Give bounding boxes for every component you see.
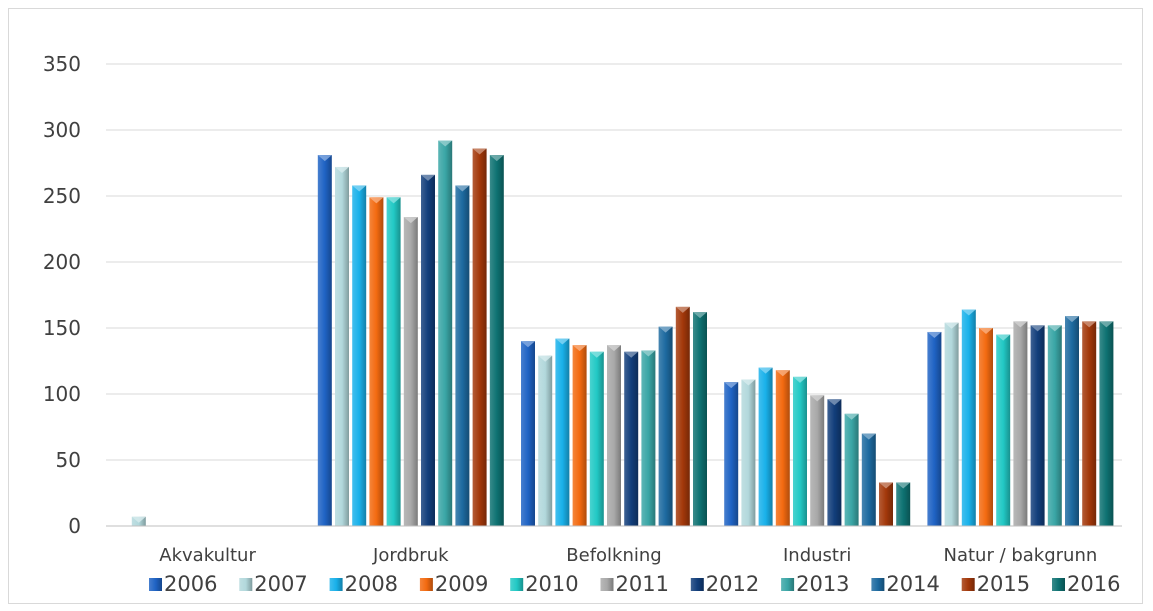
legend-label: 2014 <box>886 572 939 596</box>
legend-swatch <box>600 578 614 591</box>
legend-label: 2010 <box>525 572 578 596</box>
y-tick-label: 350 <box>43 52 81 76</box>
bar <box>438 140 453 526</box>
bar <box>386 197 401 526</box>
x-category-label: Jordbruk <box>372 545 449 566</box>
bar <box>844 413 859 526</box>
bar <box>555 338 570 526</box>
bar <box>861 433 876 526</box>
bar <box>624 351 639 526</box>
bar-chart: 0 50 100 150 200 250 300 350 Akvakultur Jordbruk… <box>43 52 1122 596</box>
x-axis-categories: Akvakultur Jordbruk Befolkning Industri Natu… <box>159 545 1097 566</box>
legend-entry: 2015 <box>961 572 1030 596</box>
bar <box>927 331 942 526</box>
bar <box>879 482 893 526</box>
legend: 2006 2007 2008 2009 2010 2011 2012 2013 2014 2015… <box>149 572 1120 596</box>
bar <box>675 306 690 526</box>
bar <box>317 155 332 526</box>
bar <box>369 197 384 526</box>
y-tick-label: 50 <box>56 448 81 472</box>
legend-entry: 2011 <box>600 572 669 596</box>
bar <box>1047 325 1062 526</box>
legend-entry: 2006 <box>149 572 217 596</box>
y-tick-label: 100 <box>43 382 81 406</box>
legend-entry: 2008 <box>329 572 398 596</box>
legend-entry: 2012 <box>690 572 759 596</box>
bar <box>961 309 976 526</box>
bar <box>455 185 470 526</box>
bar <box>896 482 911 526</box>
bar <box>352 185 367 526</box>
legend-label: 2007 <box>254 572 307 596</box>
legend-label: 2015 <box>977 572 1030 596</box>
legend-swatch <box>149 578 162 591</box>
bar <box>775 370 790 526</box>
x-category-label: Industri <box>783 545 851 566</box>
legend-label: 2011 <box>616 572 669 596</box>
bar <box>131 516 146 526</box>
legend-entry: 2013 <box>781 572 850 596</box>
legend-entry: 2016 <box>1052 572 1120 596</box>
legend-label: 2009 <box>435 572 488 596</box>
y-tick-label: 150 <box>43 316 81 340</box>
y-tick-label: 300 <box>43 118 81 142</box>
legend-swatch <box>419 578 433 591</box>
bar <box>1030 325 1045 526</box>
bar <box>421 174 435 526</box>
legend-entry: 2010 <box>510 572 579 596</box>
bar <box>996 334 1011 526</box>
bar <box>538 355 553 526</box>
bar <box>1013 321 1028 526</box>
legend-label: 2008 <box>345 572 398 596</box>
bars <box>131 140 1114 527</box>
legend-label: 2012 <box>706 572 759 596</box>
x-category-label: Natur / bakgrunn <box>943 545 1097 566</box>
bar <box>724 382 739 526</box>
bar <box>741 379 756 526</box>
bar <box>641 350 656 526</box>
y-tick-label: 200 <box>43 250 81 274</box>
legend-swatch <box>239 578 253 591</box>
bar <box>944 322 959 526</box>
bar <box>693 312 707 526</box>
bar <box>403 217 418 526</box>
bar <box>810 395 825 526</box>
legend-entry: 2007 <box>239 572 308 596</box>
bar <box>1099 321 1114 526</box>
y-tick-label: 0 <box>68 514 81 538</box>
x-category-label: Akvakultur <box>159 545 256 566</box>
legend-swatch <box>690 578 704 591</box>
bar <box>489 155 504 526</box>
legend-label: 2016 <box>1067 572 1120 596</box>
legend-swatch <box>510 578 524 591</box>
bar <box>658 326 673 526</box>
legend-swatch <box>871 578 885 591</box>
bar <box>472 148 487 527</box>
bar <box>1065 316 1079 526</box>
bar <box>1082 321 1097 526</box>
legend-swatch <box>329 578 343 591</box>
bar <box>572 345 587 526</box>
bar <box>827 399 842 526</box>
bar <box>589 351 604 526</box>
legend-label: 2013 <box>796 572 849 596</box>
legend-label: 2006 <box>164 572 217 596</box>
legend-swatch <box>961 578 975 591</box>
y-axis-ticks: 0 50 100 150 200 250 300 350 <box>43 52 81 538</box>
legend-swatch <box>781 578 795 591</box>
chart-frame: 0 50 100 150 200 250 300 350 Akvakultur Jordbruk… <box>8 8 1143 604</box>
bar <box>758 367 773 526</box>
gridlines <box>106 63 1122 461</box>
legend-entry: 2009 <box>419 572 488 596</box>
bar <box>607 345 621 526</box>
legend-swatch <box>1052 578 1065 591</box>
y-tick-label: 250 <box>43 184 81 208</box>
bar <box>979 328 993 526</box>
x-category-label: Befolkning <box>566 545 661 566</box>
bar <box>793 376 807 526</box>
bar <box>335 166 349 526</box>
legend-entry: 2014 <box>871 572 940 596</box>
bar <box>521 341 535 526</box>
